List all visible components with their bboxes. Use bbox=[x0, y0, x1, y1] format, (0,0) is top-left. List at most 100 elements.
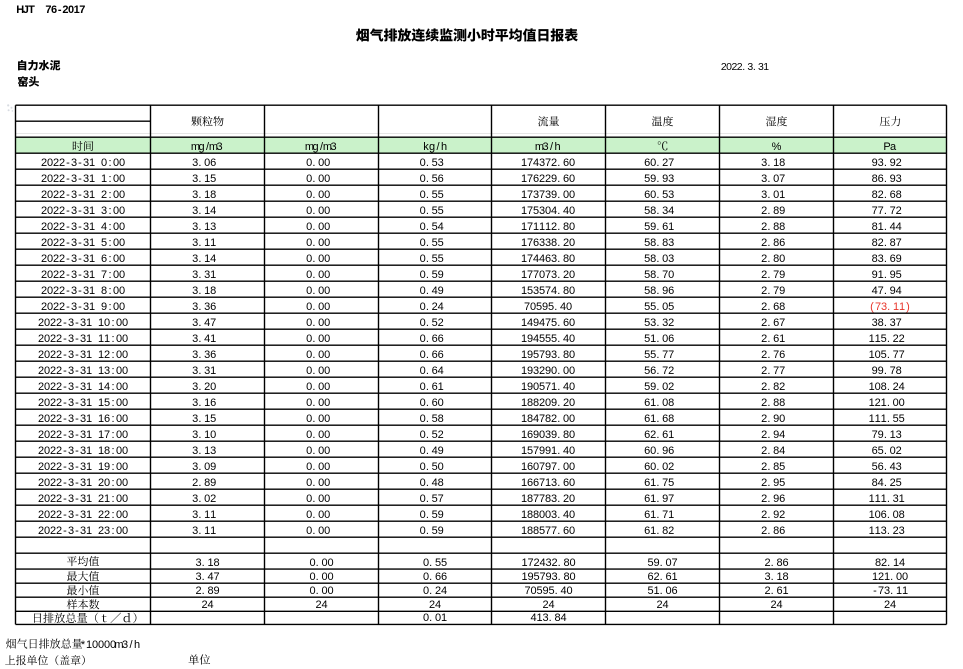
svg-text:55.05: 55.05 bbox=[644, 301, 674, 313]
svg-text:60.02: 60.02 bbox=[644, 461, 674, 473]
svg-text:0.00: 0.00 bbox=[306, 477, 330, 489]
svg-text:188577.60: 188577.60 bbox=[521, 525, 575, 537]
svg-text:2022-3-31 17:00: 2022-3-31 17:00 bbox=[38, 429, 128, 441]
svg-text:0.54: 0.54 bbox=[420, 221, 444, 233]
svg-text:0.00: 0.00 bbox=[306, 269, 330, 281]
svg-text:2022-3-31 23:00: 2022-3-31 23:00 bbox=[38, 525, 128, 537]
svg-text:0.57: 0.57 bbox=[420, 493, 444, 505]
svg-text:0.53: 0.53 bbox=[420, 157, 444, 169]
svg-text:166713.60: 166713.60 bbox=[521, 477, 575, 489]
svg-text:2022-3-31 10:00: 2022-3-31 10:00 bbox=[38, 317, 128, 329]
svg-text:60.96: 60.96 bbox=[644, 445, 674, 457]
svg-text:2.89: 2.89 bbox=[192, 477, 216, 489]
svg-text:2022-3-31 18:00: 2022-3-31 18:00 bbox=[38, 445, 128, 457]
svg-text:61.08: 61.08 bbox=[644, 397, 674, 409]
svg-text:2.80: 2.80 bbox=[761, 253, 785, 265]
svg-text:3.18: 3.18 bbox=[192, 189, 216, 201]
svg-text:0.00: 0.00 bbox=[306, 237, 330, 249]
svg-text:60.53: 60.53 bbox=[644, 189, 674, 201]
svg-text:3.18: 3.18 bbox=[192, 285, 216, 297]
svg-text:59.02: 59.02 bbox=[644, 381, 674, 393]
svg-text:3.20: 3.20 bbox=[192, 381, 216, 393]
svg-text:0.61: 0.61 bbox=[420, 381, 444, 393]
svg-text:0.49: 0.49 bbox=[420, 445, 444, 457]
svg-text:0.59: 0.59 bbox=[420, 525, 444, 537]
svg-text:0.52: 0.52 bbox=[420, 317, 444, 329]
svg-text:195793.80: 195793.80 bbox=[521, 349, 575, 361]
svg-text:3.11: 3.11 bbox=[192, 509, 216, 521]
svg-text:2022-3-31 6:00: 2022-3-31 6:00 bbox=[41, 253, 125, 265]
svg-text:2.85: 2.85 bbox=[761, 461, 785, 473]
svg-text:0.64: 0.64 bbox=[420, 365, 444, 377]
svg-text:61.97: 61.97 bbox=[644, 493, 674, 505]
svg-text:2.90: 2.90 bbox=[761, 413, 785, 425]
svg-text:3.18: 3.18 bbox=[764, 571, 788, 583]
svg-text:0.24: 0.24 bbox=[423, 585, 447, 597]
svg-text:56.72: 56.72 bbox=[644, 365, 674, 377]
svg-text:3.18: 3.18 bbox=[195, 557, 219, 569]
svg-text:61.71: 61.71 bbox=[644, 509, 674, 521]
svg-text:3.41: 3.41 bbox=[192, 333, 216, 345]
svg-text:3.14: 3.14 bbox=[192, 253, 216, 265]
svg-text:61.68: 61.68 bbox=[644, 413, 674, 425]
svg-text:0.00: 0.00 bbox=[306, 285, 330, 297]
svg-text:0.00: 0.00 bbox=[306, 493, 330, 505]
svg-text:0.00: 0.00 bbox=[306, 189, 330, 201]
svg-text:121.00: 121.00 bbox=[869, 397, 905, 409]
svg-text:2.86: 2.86 bbox=[761, 525, 785, 537]
svg-text:2022-3-31 21:00: 2022-3-31 21:00 bbox=[38, 493, 128, 505]
svg-text:3.47: 3.47 bbox=[192, 317, 216, 329]
svg-text:172432.80: 172432.80 bbox=[521, 557, 575, 569]
svg-text:3.36: 3.36 bbox=[192, 349, 216, 361]
svg-text:0.00: 0.00 bbox=[306, 301, 330, 313]
svg-text:0.49: 0.49 bbox=[420, 285, 444, 297]
svg-text:2022-3-31 7:00: 2022-3-31 7:00 bbox=[41, 269, 125, 281]
svg-text:105.77: 105.77 bbox=[869, 349, 905, 361]
svg-text:93.92: 93.92 bbox=[872, 157, 902, 169]
svg-text:2.92: 2.92 bbox=[761, 509, 785, 521]
svg-text:3.31: 3.31 bbox=[192, 365, 216, 377]
svg-text:174372.60: 174372.60 bbox=[521, 157, 575, 169]
svg-text:175304.40: 175304.40 bbox=[521, 205, 575, 217]
svg-text:0.00: 0.00 bbox=[306, 461, 330, 473]
svg-text:24: 24 bbox=[315, 599, 327, 611]
svg-text:2022-3-31 12:00: 2022-3-31 12:00 bbox=[38, 349, 128, 361]
svg-text:59.07: 59.07 bbox=[647, 557, 677, 569]
svg-text:3.07: 3.07 bbox=[761, 173, 785, 185]
svg-text:2.84: 2.84 bbox=[761, 445, 785, 457]
svg-text:121.00: 121.00 bbox=[872, 571, 908, 583]
svg-text:413.84: 413.84 bbox=[530, 612, 566, 624]
svg-text:2022-3-31 13:00: 2022-3-31 13:00 bbox=[38, 365, 128, 377]
svg-text:2022-3-31 5:00: 2022-3-31 5:00 bbox=[41, 237, 125, 249]
svg-text:24: 24 bbox=[770, 599, 782, 611]
svg-text:3.02: 3.02 bbox=[192, 493, 216, 505]
svg-text:3.15: 3.15 bbox=[192, 173, 216, 185]
svg-text:2.88: 2.88 bbox=[761, 221, 785, 233]
svg-text:0.00: 0.00 bbox=[306, 317, 330, 329]
svg-text:70595.40: 70595.40 bbox=[524, 301, 572, 313]
svg-text:193290.00: 193290.00 bbox=[521, 365, 575, 377]
svg-text:3.11: 3.11 bbox=[192, 237, 216, 249]
svg-text:86.93: 86.93 bbox=[872, 173, 902, 185]
svg-text:2.96: 2.96 bbox=[761, 493, 785, 505]
svg-text:0.01: 0.01 bbox=[423, 612, 447, 624]
svg-text:0.66: 0.66 bbox=[423, 571, 447, 583]
svg-text:177073.20: 177073.20 bbox=[521, 269, 575, 281]
svg-text:HJT 76-2017: HJT 76-2017 bbox=[16, 4, 85, 16]
svg-text:2022-3-31 19:00: 2022-3-31 19:00 bbox=[38, 461, 128, 473]
svg-text:82.14: 82.14 bbox=[875, 557, 905, 569]
svg-text:0.00: 0.00 bbox=[309, 571, 333, 583]
svg-text:Pa: Pa bbox=[883, 141, 897, 153]
svg-text:2.89: 2.89 bbox=[195, 585, 219, 597]
svg-text:2.94: 2.94 bbox=[761, 429, 785, 441]
svg-text:176229.60: 176229.60 bbox=[521, 173, 575, 185]
svg-text:(73.11): (73.11) bbox=[870, 301, 910, 313]
svg-text:24: 24 bbox=[656, 599, 668, 611]
svg-text:149475.60: 149475.60 bbox=[521, 317, 575, 329]
svg-text:81.44: 81.44 bbox=[872, 221, 902, 233]
svg-text:108.24: 108.24 bbox=[869, 381, 905, 393]
svg-text:2022-3-31 20:00: 2022-3-31 20:00 bbox=[38, 477, 128, 489]
svg-text:47.94: 47.94 bbox=[872, 285, 902, 297]
svg-text:mg/m3: mg/m3 bbox=[305, 141, 337, 153]
svg-text:0.50: 0.50 bbox=[420, 461, 444, 473]
